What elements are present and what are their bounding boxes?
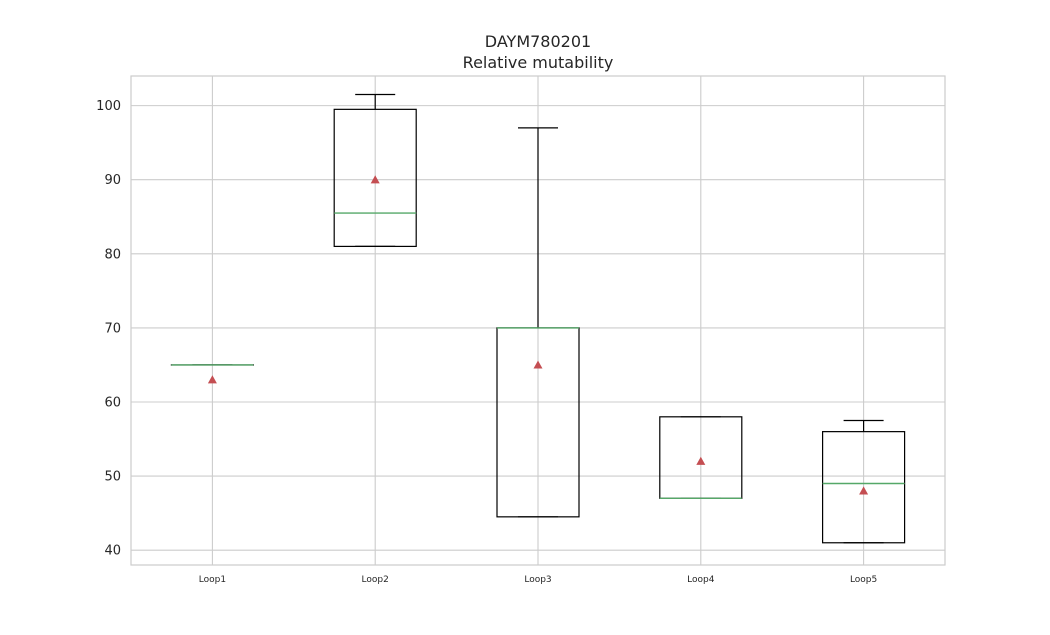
chart-subtitle: Relative mutability	[463, 53, 614, 72]
boxes	[170, 93, 906, 544]
box-loop4	[659, 416, 743, 500]
plot-frame	[130, 75, 946, 566]
y-tick-label: 70	[104, 321, 121, 336]
mean-marker	[533, 360, 543, 369]
y-tick-label: 80	[104, 247, 121, 262]
box-loop5	[821, 419, 906, 544]
box-loop3	[496, 127, 580, 518]
y-tick-label: 90	[104, 173, 121, 188]
x-tick-label: Loop4	[687, 575, 715, 585]
box-iqr	[821, 431, 906, 544]
mean-marker	[207, 375, 217, 384]
x-tick-label: Loop3	[524, 575, 551, 585]
mean-marker	[859, 486, 869, 495]
x-tick-label: Loop5	[850, 575, 877, 585]
y-tick-label: 50	[104, 470, 121, 485]
x-tick-label: Loop2	[362, 575, 389, 585]
mean-marker	[696, 456, 706, 465]
box-iqr	[333, 108, 417, 248]
y-tick-label: 60	[104, 396, 121, 411]
y-tick-label: 100	[96, 99, 121, 114]
box-loop2	[333, 93, 417, 248]
box-loop1	[170, 364, 254, 384]
mean-marker	[370, 175, 380, 184]
x-tick-labels: Loop1 Loop2 Loop3 Loop4 Loop5	[199, 575, 878, 585]
chart-title: DAYM780201	[485, 32, 591, 51]
y-tick-label: 40	[104, 544, 121, 559]
x-tick-label: Loop1	[199, 575, 226, 585]
y-tick-labels: 40 50 60 70 80 90 100	[96, 99, 121, 559]
